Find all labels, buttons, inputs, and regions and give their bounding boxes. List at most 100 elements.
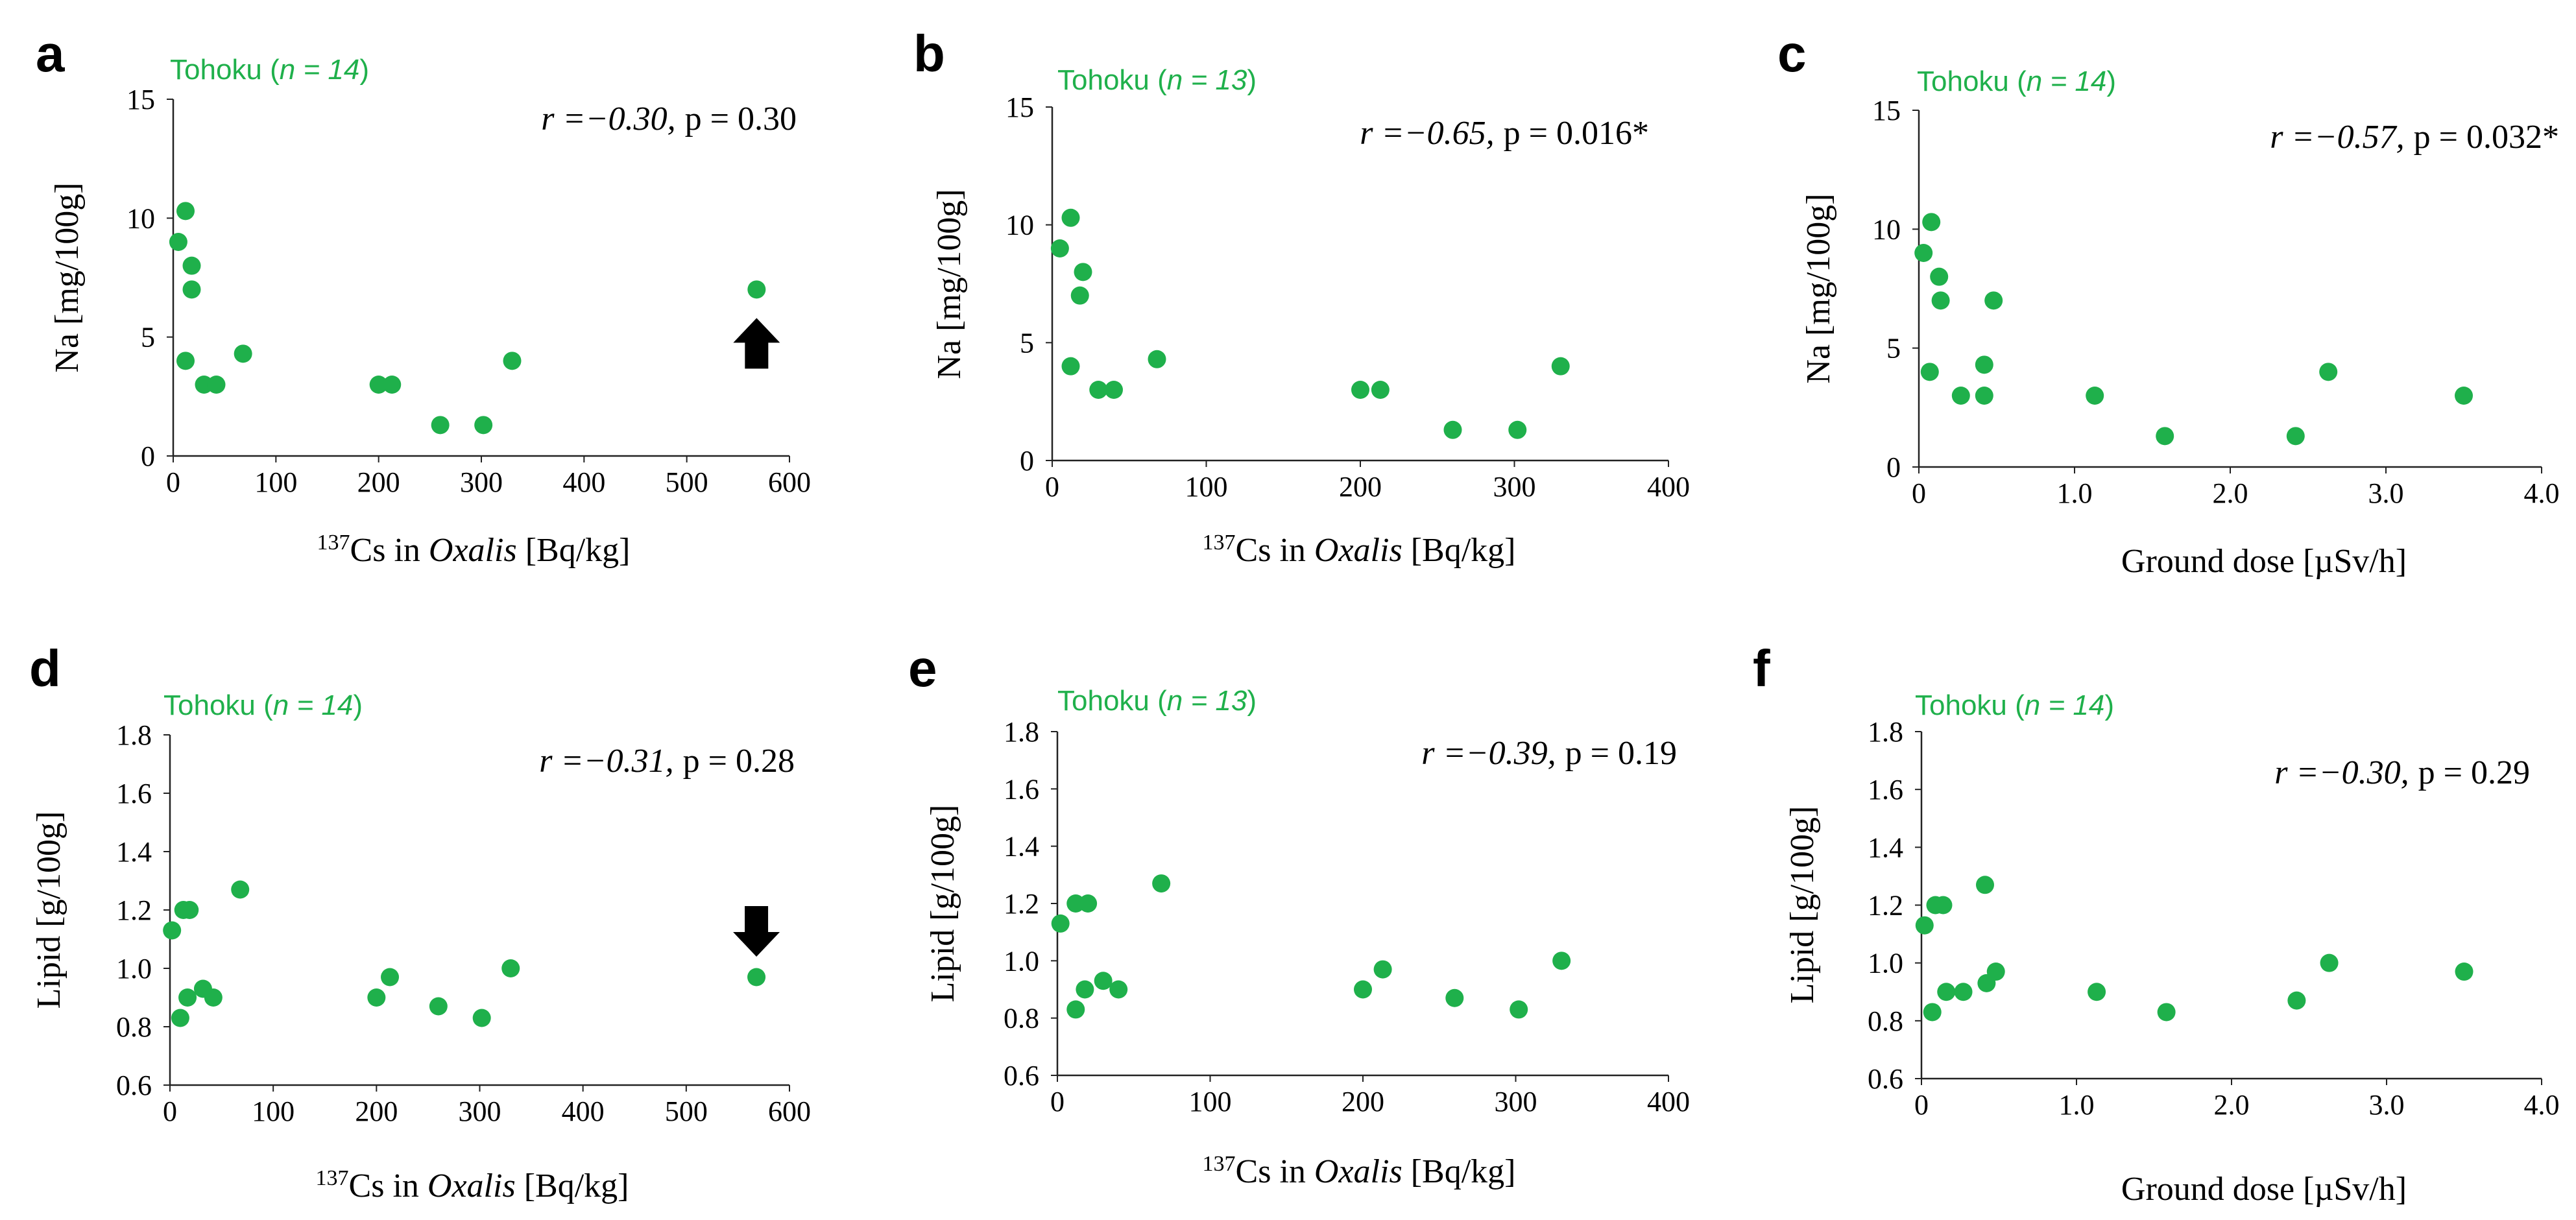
x-tick-label: 400: [562, 466, 605, 498]
panel-e: e Tohoku (n = 13) r =−0.39, p = 0.19 0 100 200…: [908, 640, 1690, 1190]
y-tick-label: 0: [1886, 451, 1901, 483]
group-label: Tohoku (n = 14): [170, 54, 369, 86]
data-point: [178, 988, 197, 1007]
group-label: Tohoku (n = 14): [163, 689, 363, 721]
data-point: [1373, 960, 1392, 979]
data-point: [182, 280, 201, 299]
x-tick-label: 300: [1495, 1086, 1537, 1118]
data-point: [1354, 980, 1372, 999]
y-tick-label: 0.8: [1868, 1005, 1903, 1037]
x-tick-label: 200: [357, 466, 400, 498]
group-n: n = 13: [1167, 685, 1247, 717]
group-name: Tohoku: [1057, 685, 1150, 717]
x-label-isotope: 137: [317, 531, 350, 555]
data-point: [1914, 244, 1933, 262]
x-tick-label: 300: [459, 1095, 501, 1127]
x-label-unit: [Bq/kg]: [1402, 532, 1516, 569]
panel-b: b Tohoku (n = 13)r =−0.65, p = 0.016*0 100 2…: [913, 25, 1690, 569]
data-point: [2319, 363, 2338, 381]
x-label-unit: [Bq/kg]: [517, 532, 631, 569]
x-label-isotope: 137: [316, 1166, 349, 1190]
data-point: [2086, 387, 2104, 405]
data-point: [367, 988, 386, 1007]
data-point: [1984, 291, 2003, 310]
stat-annotation: r =−0.30, p = 0.29: [2274, 754, 2530, 791]
x-tick-label: 400: [1647, 1086, 1690, 1118]
x-label-text: Ground dose [µSv/h]: [2121, 1171, 2407, 1208]
data-point: [1915, 916, 1934, 935]
data-point: [383, 376, 402, 394]
y-tick-label: 0.6: [1868, 1063, 1903, 1095]
y-tick-label: 0: [141, 440, 155, 472]
group-name: Tohoku: [163, 689, 256, 721]
data-point: [1094, 972, 1113, 990]
data-point: [1051, 914, 1070, 933]
data-point: [431, 416, 450, 435]
group-name: Tohoku: [1915, 689, 2007, 721]
data-point: [1951, 387, 1970, 405]
panel-letter: c: [1777, 25, 1807, 82]
x-tick-label: 600: [768, 466, 811, 498]
x-tick-label: 400: [562, 1095, 605, 1127]
y-tick-label: 1.4: [1004, 831, 1039, 863]
data-point: [2156, 427, 2174, 446]
y-axis-label: Lipid [g/100g]: [924, 805, 961, 1003]
x-tick-label: 1.0: [2059, 1089, 2095, 1121]
x-tick-label: 3.0: [2368, 477, 2404, 509]
x-tick-label: 3.0: [2369, 1089, 2405, 1121]
data-point: [176, 202, 195, 221]
x-axis-label: 137Cs in Oxalis [Bq/kg]: [316, 1166, 629, 1204]
stat-r: r =−0.30,: [541, 101, 675, 138]
x-tick-label: 500: [666, 466, 708, 498]
data-point: [1923, 1003, 1942, 1022]
stat-p: p = 0.032*: [2414, 119, 2559, 156]
x-tick-label: 200: [1339, 471, 1382, 503]
group-paren-open: (: [2009, 66, 2027, 97]
y-tick-label: 1.6: [1004, 773, 1039, 805]
stat-p: p = 0.30: [685, 101, 797, 138]
data-point: [1934, 896, 1953, 915]
data-point: [2287, 991, 2306, 1010]
y-tick-label: 1.0: [1004, 945, 1039, 977]
group-name: Tohoku: [170, 54, 262, 86]
x-label-prefix: Cs in: [1236, 532, 1314, 569]
data-point: [1920, 363, 1939, 381]
data-point: [2455, 387, 2473, 405]
y-tick-label: 1.8: [1868, 716, 1903, 748]
data-point: [204, 988, 223, 1007]
y-axis-label: Na [mg/100g]: [49, 182, 86, 372]
y-axis-label: Lipid [g/100g]: [1784, 806, 1821, 1004]
data-point: [1931, 291, 1950, 310]
x-tick-label: 600: [768, 1095, 811, 1127]
group-paren-open: (: [1150, 685, 1167, 717]
group-paren-close: ): [2106, 66, 2116, 97]
data-point: [1445, 988, 1464, 1007]
x-tick-label: 0: [1912, 477, 1926, 509]
stat-annotation: r =−0.30, p = 0.30: [541, 101, 797, 138]
data-point: [234, 344, 252, 363]
group-name: Tohoku: [1057, 64, 1150, 96]
data-point: [1510, 1000, 1528, 1019]
data-point: [1351, 381, 1369, 399]
y-tick-label: 0.8: [1004, 1003, 1039, 1035]
data-point: [1954, 983, 1973, 1001]
data-point: [1152, 874, 1171, 893]
x-axis-label: 137Cs in Oxalis [Bq/kg]: [317, 531, 631, 569]
panel-letter: e: [908, 640, 937, 697]
x-label-isotope: 137: [1203, 1152, 1236, 1176]
x-tick-label: 0: [1914, 1089, 1929, 1121]
outlier-arrow: [733, 318, 780, 369]
data-point: [747, 280, 766, 299]
stat-annotation: r =−0.31, p = 0.28: [539, 743, 795, 780]
x-label-species: Oxalis: [1314, 532, 1402, 569]
x-tick-label: 0: [166, 466, 180, 498]
x-axis-label: Ground dose [µSv/h]: [2121, 543, 2407, 580]
x-tick-label: 4.0: [2524, 1089, 2560, 1121]
y-tick-label: 0.8: [116, 1011, 152, 1043]
data-point: [1061, 208, 1080, 227]
stat-p: p = 0.016*: [1504, 115, 1649, 152]
data-point: [501, 959, 520, 977]
x-label-unit: [Bq/kg]: [1402, 1153, 1516, 1190]
group-paren-open: (: [2007, 689, 2025, 721]
